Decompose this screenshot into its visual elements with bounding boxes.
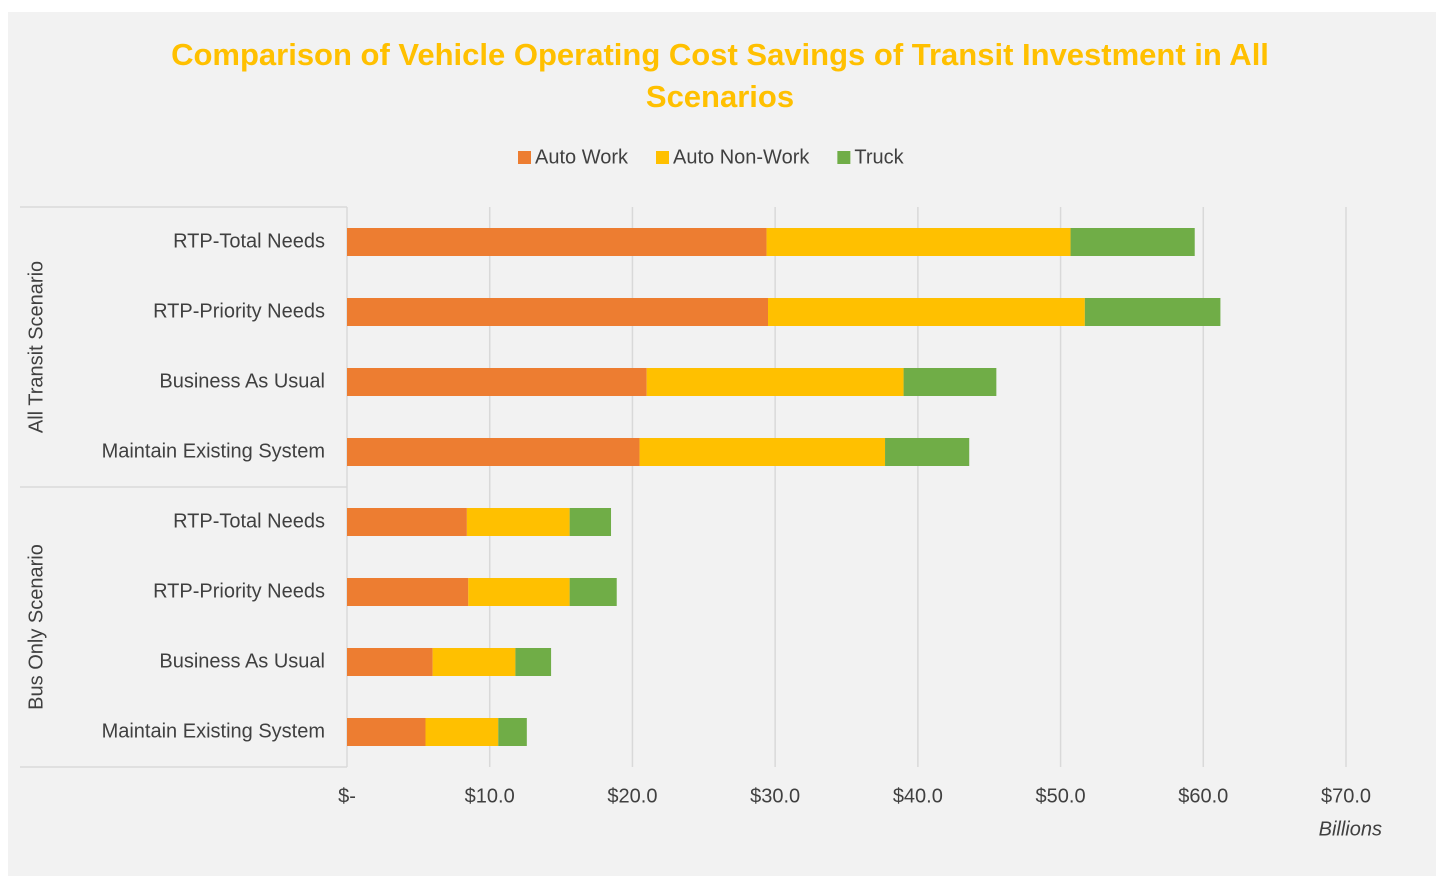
legend-label: Auto Work (535, 146, 629, 168)
y-tick-label: RTP-Total Needs (173, 230, 325, 252)
x-tick-label: $60.0 (1178, 785, 1228, 807)
group-label: Bus Only Scenario (25, 544, 47, 710)
bar-segment (347, 648, 433, 676)
y-tick-label: RTP-Priority Needs (153, 580, 325, 602)
bar-segment (1084, 298, 1221, 326)
bar-segment (766, 228, 1071, 256)
bar-segment (347, 368, 647, 396)
bar-segment (432, 648, 516, 676)
bar-segment (347, 508, 467, 536)
chart-title: Comparison of Vehicle Operating Cost Sav… (171, 37, 1269, 114)
x-tick-label: $- (338, 785, 356, 807)
bar-segment (639, 438, 886, 466)
y-tick-label: Business As Usual (159, 650, 325, 672)
bar-segment (515, 648, 552, 676)
bar-segment (468, 578, 570, 606)
bar-segment (903, 368, 997, 396)
x-tick-label: $10.0 (465, 785, 515, 807)
bar-segment (768, 298, 1085, 326)
bar-segment (347, 578, 469, 606)
y-tick-label: Maintain Existing System (102, 440, 325, 462)
bar-segment (347, 718, 426, 746)
x-tick-label: $40.0 (893, 785, 943, 807)
y-tick-label: RTP-Priority Needs (153, 300, 325, 322)
y-tick-label: Maintain Existing System (102, 720, 325, 742)
legend-label: Truck (854, 146, 904, 168)
y-tick-label: RTP-Total Needs (173, 510, 325, 532)
bar-segment (498, 718, 527, 746)
legend-swatch (518, 151, 531, 164)
bar-segment (1070, 228, 1195, 256)
bar-segment (425, 718, 499, 746)
bar-segment (347, 298, 769, 326)
bar-segment (885, 438, 970, 466)
bar-segment (466, 508, 570, 536)
x-tick-label: $70.0 (1321, 785, 1371, 807)
x-tick-label: $20.0 (607, 785, 657, 807)
x-tick-label: $50.0 (1036, 785, 1086, 807)
bar-segment (569, 508, 612, 536)
y-tick-label: Business As Usual (159, 370, 325, 392)
bar-segment (569, 578, 617, 606)
x-axis-label: Billions (1319, 818, 1382, 840)
bar-segment (347, 228, 767, 256)
x-tick-label: $30.0 (750, 785, 800, 807)
legend-label: Auto Non-Work (673, 146, 810, 168)
group-label: All Transit Scenario (25, 261, 47, 433)
bar-segment (347, 438, 640, 466)
legend-swatch (656, 151, 669, 164)
legend-swatch (837, 151, 851, 164)
bar-segment (646, 368, 904, 396)
